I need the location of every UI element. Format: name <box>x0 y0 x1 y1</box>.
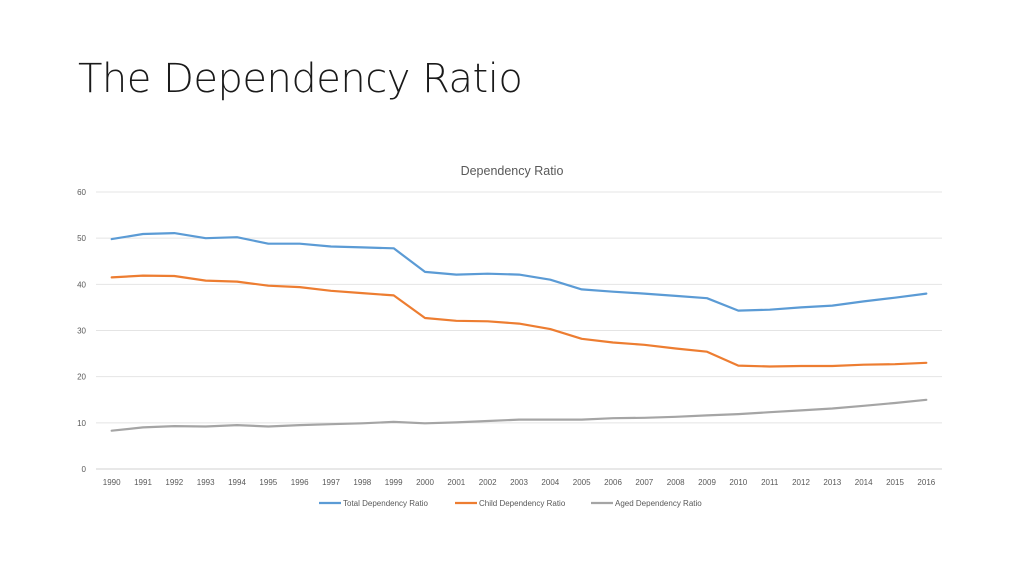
x-tick-label: 2010 <box>729 478 747 487</box>
x-tick-label: 2012 <box>792 478 810 487</box>
x-tick-label: 2002 <box>479 478 497 487</box>
x-tick-label: 1998 <box>353 478 371 487</box>
x-tick-label: 1994 <box>228 478 246 487</box>
series-line-2 <box>110 274 928 368</box>
y-tick-label: 30 <box>77 327 86 336</box>
gridlines <box>96 191 942 470</box>
x-tick-label: 2003 <box>510 478 528 487</box>
x-tick-label: 2000 <box>416 478 434 487</box>
x-tick-label: 2008 <box>667 478 685 487</box>
x-tick-label: 2013 <box>823 478 841 487</box>
series-line-1 <box>110 232 928 312</box>
y-axis-ticks: 0 10 20 30 40 50 60 <box>77 188 86 474</box>
y-tick-label: 40 <box>77 280 86 289</box>
x-tick-label: 1996 <box>291 478 309 487</box>
y-tick-label: 50 <box>77 234 86 243</box>
x-tick-label: 2005 <box>573 478 591 487</box>
x-tick-label: 2015 <box>886 478 904 487</box>
y-tick-label: 20 <box>77 373 86 382</box>
chart-title: Dependency Ratio <box>461 164 564 178</box>
x-tick-label: 2011 <box>761 478 779 487</box>
y-tick-label: 60 <box>77 188 86 197</box>
y-tick-label: 10 <box>77 419 86 428</box>
series-lines <box>110 232 928 432</box>
x-tick-label: 2014 <box>855 478 873 487</box>
x-tick-label: 2016 <box>917 478 935 487</box>
x-tick-label: 2001 <box>447 478 465 487</box>
slide-title: The Dependency Ratio <box>78 56 523 102</box>
legend-label: Total Dependency Ratio <box>343 499 428 508</box>
x-tick-label: 1992 <box>165 478 183 487</box>
legend-label: Child Dependency Ratio <box>479 499 566 508</box>
x-tick-label: 1995 <box>259 478 277 487</box>
y-tick-label: 0 <box>82 465 87 474</box>
x-axis-ticks: 1990 1991 1992 1993 1994 1995 1996 1997 1998 1999… <box>103 478 936 487</box>
x-tick-label: 2009 <box>698 478 716 487</box>
x-tick-label: 1997 <box>322 478 340 487</box>
x-tick-label: 1999 <box>385 478 403 487</box>
legend-label: Aged Dependency Ratio <box>615 499 702 508</box>
x-tick-label: 1993 <box>197 478 215 487</box>
x-tick-label: 2006 <box>604 478 622 487</box>
legend: Total Dependency Ratio Child Dependency R… <box>319 499 702 508</box>
x-tick-label: 2007 <box>635 478 653 487</box>
x-tick-label: 1990 <box>103 478 121 487</box>
x-tick-label: 1991 <box>134 478 152 487</box>
x-tick-label: 2004 <box>541 478 559 487</box>
series-line-3 <box>110 398 928 432</box>
